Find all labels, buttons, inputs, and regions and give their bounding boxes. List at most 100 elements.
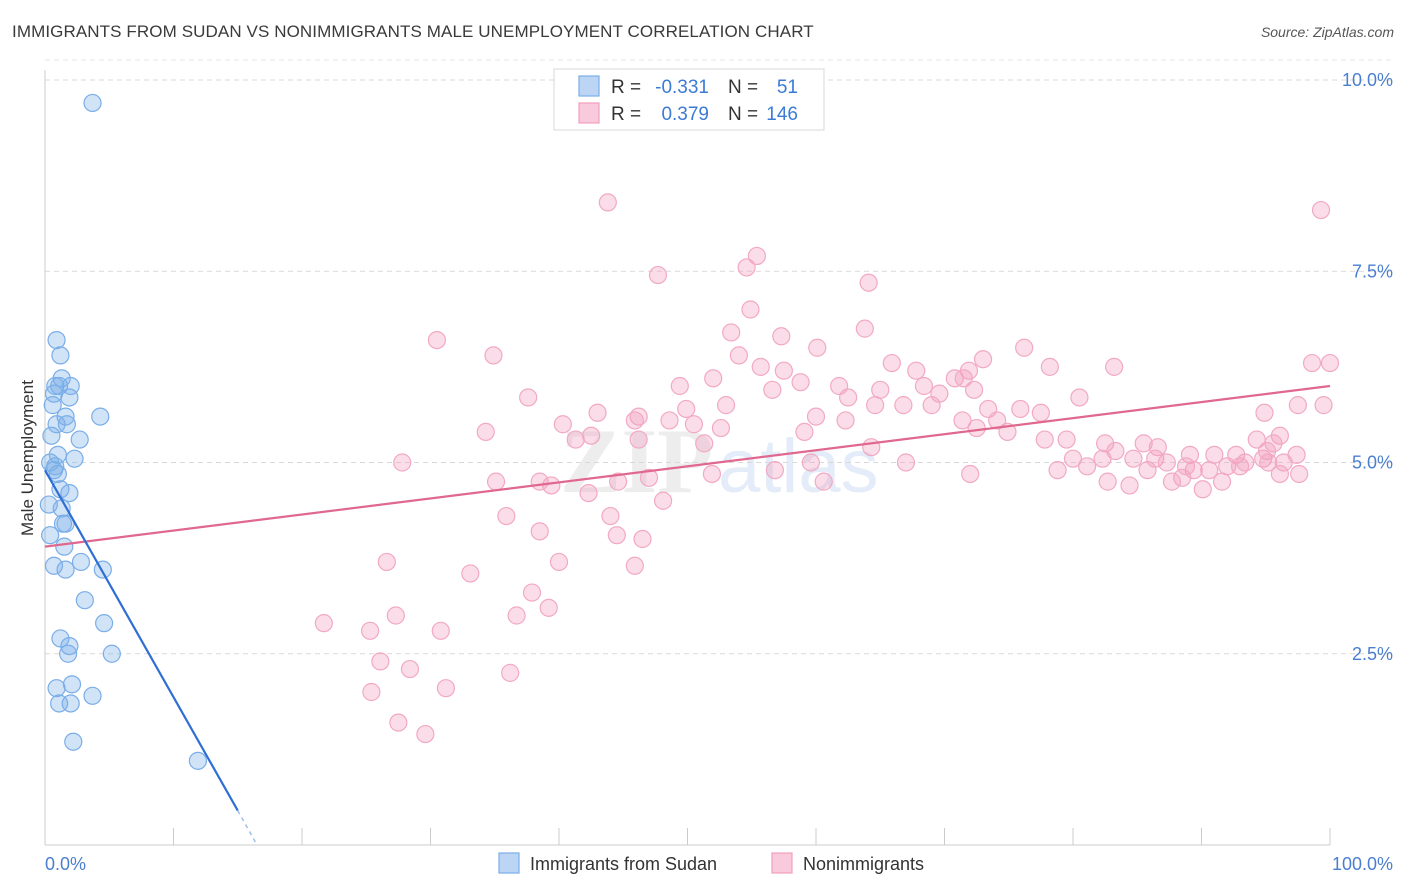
- point-nonimmigrants: [1134, 434, 1153, 453]
- y-tick-labels: 2.5% 5.0% 7.5% 10.0%: [1342, 70, 1393, 664]
- point-immigrants-from-sudan: [75, 591, 94, 610]
- point-immigrants-from-sudan: [57, 415, 76, 434]
- point-immigrants-from-sudan: [60, 388, 79, 407]
- point-nonimmigrants: [653, 491, 673, 510]
- point-nonimmigrants: [1105, 357, 1124, 376]
- stats-box: R = -0.331 N = 51 R = 0.379 N = 146: [553, 68, 825, 131]
- point-immigrants-from-sudan: [64, 732, 83, 751]
- point-nonimmigrants: [389, 713, 408, 732]
- y-tick-label: 5.0%: [1352, 453, 1393, 473]
- point-nonimmigrants: [1096, 434, 1115, 453]
- point-nonimmigrants: [907, 361, 926, 380]
- point-nonimmigrants: [765, 461, 784, 480]
- point-nonimmigrants: [530, 522, 549, 541]
- point-nonimmigrants: [973, 350, 993, 369]
- point-nonimmigrants: [795, 422, 814, 441]
- stats-swatch-blue: [578, 75, 600, 97]
- point-nonimmigrants: [677, 399, 696, 419]
- point-nonimmigrants: [871, 380, 890, 399]
- watermark: ZIP atlas: [560, 410, 879, 512]
- point-immigrants-from-sudan: [53, 514, 73, 533]
- point-nonimmigrants: [862, 438, 881, 457]
- stats-n-value-2: 146: [766, 104, 798, 125]
- point-nonimmigrants: [1148, 438, 1167, 457]
- point-nonimmigrants: [716, 396, 736, 415]
- point-nonimmigrants: [1015, 338, 1034, 357]
- point-nonimmigrants: [1124, 449, 1143, 468]
- point-nonimmigrants: [609, 472, 628, 491]
- point-nonimmigrants: [702, 464, 722, 484]
- point-nonimmigrants: [1193, 480, 1212, 499]
- point-nonimmigrants: [362, 682, 381, 702]
- stats-n-label-2: N =: [728, 104, 758, 125]
- legend-swatch-immigrants: [498, 852, 520, 874]
- point-immigrants-from-sudan: [47, 415, 66, 434]
- point-nonimmigrants: [670, 376, 689, 396]
- x-tick-label-max: 100.0%: [1332, 854, 1393, 874]
- trendline-extension: [237, 810, 258, 846]
- point-nonimmigrants: [582, 426, 601, 445]
- point-immigrants-from-sudan: [60, 484, 79, 503]
- point-nonimmigrants: [914, 376, 934, 396]
- point-nonimmigrants: [393, 453, 412, 472]
- point-nonimmigrants: [371, 652, 390, 671]
- point-nonimmigrants: [988, 411, 1007, 430]
- point-nonimmigrants: [711, 418, 731, 438]
- point-nonimmigrants: [522, 583, 542, 602]
- point-immigrants-from-sudan: [47, 331, 66, 350]
- stats-r-label-1: R =: [611, 77, 641, 98]
- y-tick-label: 2.5%: [1352, 644, 1393, 664]
- point-nonimmigrants: [549, 552, 569, 572]
- point-nonimmigrants: [431, 621, 450, 640]
- point-immigrants-from-sudan: [44, 556, 64, 575]
- point-immigrants-from-sudan: [61, 694, 80, 713]
- series-nonimmigrants: [314, 193, 1340, 744]
- point-nonimmigrants: [684, 415, 704, 434]
- point-nonimmigrants: [1173, 468, 1192, 487]
- point-nonimmigrants: [1288, 396, 1307, 415]
- point-nonimmigrants: [774, 361, 793, 380]
- point-nonimmigrants: [400, 659, 420, 679]
- point-nonimmigrants: [1098, 472, 1117, 491]
- point-immigrants-from-sudan: [55, 537, 74, 556]
- point-immigrants-from-sudan: [61, 376, 80, 396]
- point-nonimmigrants: [836, 411, 855, 430]
- point-nonimmigrants: [839, 388, 858, 407]
- trendline-immigrants-from-sudan: [44, 469, 239, 812]
- point-nonimmigrants: [579, 484, 598, 503]
- point-nonimmigrants: [1230, 457, 1250, 476]
- point-nonimmigrants: [607, 526, 626, 545]
- stats-swatch-pink: [578, 102, 600, 124]
- legend-swatch-nonimmigrants: [771, 852, 793, 874]
- point-nonimmigrants: [476, 422, 495, 441]
- point-nonimmigrants: [1311, 200, 1331, 220]
- point-nonimmigrants: [629, 430, 648, 449]
- point-nonimmigrants: [1259, 453, 1278, 472]
- point-immigrants-from-sudan: [62, 675, 82, 694]
- point-nonimmigrants: [361, 621, 380, 640]
- point-immigrants-from-sudan: [47, 679, 66, 698]
- point-immigrants-from-sudan: [70, 430, 89, 449]
- point-immigrants-from-sudan: [71, 552, 91, 572]
- stats-n-label-1: N =: [728, 77, 758, 98]
- point-immigrants-from-sudan: [59, 644, 78, 663]
- point-nonimmigrants: [1063, 449, 1083, 468]
- point-nonimmigrants: [639, 468, 659, 487]
- point-immigrants-from-sudan: [65, 449, 84, 468]
- point-nonimmigrants: [855, 319, 874, 338]
- point-nonimmigrants: [1180, 445, 1200, 464]
- y-axis-title: Male Unemployment: [18, 380, 37, 536]
- point-nonimmigrants: [1040, 357, 1059, 376]
- x-tick-label-min: 0.0%: [45, 854, 86, 874]
- x-ticks: [173, 828, 1331, 845]
- point-nonimmigrants: [1270, 464, 1289, 484]
- point-nonimmigrants: [882, 353, 901, 373]
- point-nonimmigrants: [519, 388, 538, 407]
- point-nonimmigrants: [806, 407, 826, 426]
- point-nonimmigrants: [1314, 396, 1333, 415]
- point-nonimmigrants: [722, 323, 741, 342]
- point-nonimmigrants: [791, 373, 810, 392]
- trendlines: [44, 384, 1331, 846]
- gridlines: [45, 59, 1393, 655]
